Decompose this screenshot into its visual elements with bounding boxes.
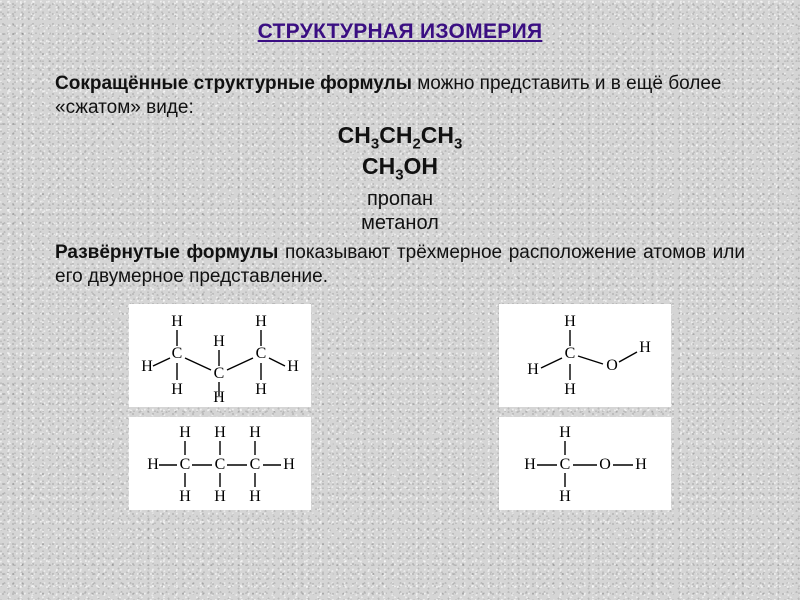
- svg-text:H: H: [559, 488, 571, 505]
- svg-text:H: H: [147, 456, 159, 473]
- intro-bold: Сокращённые структурные формулы: [55, 73, 412, 94]
- svg-text:C: C: [215, 456, 226, 473]
- svg-text:C: C: [214, 365, 225, 382]
- svg-text:H: H: [255, 313, 267, 330]
- svg-text:H: H: [564, 381, 576, 398]
- slide-title: СТРУКТУРНАЯ ИЗОМЕРИЯ: [55, 20, 745, 44]
- para2-bold: Развёрнутые формулы: [55, 242, 278, 263]
- svg-text:H: H: [639, 339, 651, 356]
- svg-text:H: H: [255, 381, 267, 398]
- expand-paragraph: Развёрнутые формулы показывают трёхмерно…: [55, 241, 745, 290]
- svg-text:H: H: [171, 381, 183, 398]
- svg-text:H: H: [283, 456, 295, 473]
- svg-text:H: H: [214, 424, 226, 441]
- svg-text:H: H: [524, 456, 536, 473]
- compound-names: пропан метанол: [55, 187, 745, 235]
- svg-text:C: C: [180, 456, 191, 473]
- svg-text:H: H: [527, 361, 539, 378]
- svg-text:C: C: [250, 456, 261, 473]
- intro-paragraph: Сокращённые структурные формулы можно пр…: [55, 72, 745, 120]
- diagram-row-flat: H H H H C C C H: [55, 417, 745, 510]
- diagram-propane-flat: H H H H C C C H: [129, 417, 311, 510]
- svg-text:H: H: [249, 424, 261, 441]
- svg-text:H: H: [179, 488, 191, 505]
- svg-text:C: C: [172, 345, 183, 362]
- svg-text:C: C: [256, 345, 267, 362]
- svg-text:O: O: [599, 456, 611, 473]
- svg-text:H: H: [179, 424, 191, 441]
- svg-text:H: H: [214, 488, 226, 505]
- name-methanol: метанол: [55, 211, 745, 235]
- formula-propane: CH3CH2CH3: [55, 122, 745, 154]
- diagram-row-3d: C H H H C H H H C H: [55, 304, 745, 407]
- svg-text:H: H: [213, 333, 225, 350]
- svg-text:H: H: [249, 488, 261, 505]
- name-propane: пропан: [55, 187, 745, 211]
- diagram-methanol-flat: H H C O H H: [499, 417, 671, 510]
- svg-text:H: H: [141, 358, 153, 375]
- svg-text:C: C: [560, 456, 571, 473]
- svg-text:C: C: [565, 345, 576, 362]
- svg-text:H: H: [213, 389, 225, 403]
- svg-text:H: H: [559, 424, 571, 441]
- diagram-propane-3d: C H H H C H H H C H: [129, 304, 311, 407]
- svg-text:H: H: [635, 456, 647, 473]
- svg-text:H: H: [171, 313, 183, 330]
- condensed-formulas: CH3CH2CH3 CH3OH: [55, 122, 745, 185]
- svg-text:O: O: [606, 357, 618, 374]
- svg-text:H: H: [564, 313, 576, 330]
- svg-text:H: H: [287, 358, 299, 375]
- diagram-methanol-3d: C H H H O H: [499, 304, 671, 407]
- formula-methanol: CH3OH: [55, 153, 745, 185]
